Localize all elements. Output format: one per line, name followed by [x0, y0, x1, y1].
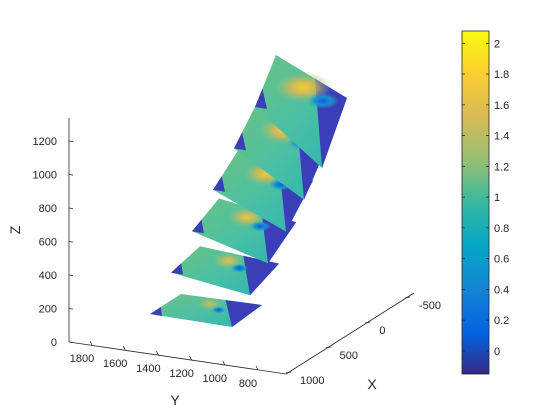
z-tick-label: 1200: [33, 136, 57, 148]
slice-trough: [230, 263, 249, 273]
z-tick-mark: [68, 274, 74, 276]
y-tick-mark: [255, 365, 259, 371]
x-tick-label: -500: [419, 300, 441, 312]
x-tick-mark: [325, 346, 331, 349]
colorbar-tick-label: 1: [494, 192, 500, 204]
z-tick-mark: [68, 241, 74, 243]
y-tick-label: 1200: [169, 368, 193, 380]
y-tick-label: 800: [239, 378, 257, 390]
z-tick-mark: [68, 308, 74, 310]
z-tick-label: 800: [39, 203, 57, 215]
x-tick-label: 1000: [300, 375, 324, 387]
x-tick-label: 500: [340, 350, 358, 362]
slice-1: [150, 294, 262, 327]
x-tick-mark: [365, 321, 371, 324]
slice-low-notch: [213, 176, 225, 192]
axes-3d: 0 200 400 600 800 1000 1200 1800 1600 1400 1200 10…: [7, 118, 441, 408]
colorbar: 0 0.2 0.4 0.6 0.8 1 1.2 1.4 1.6 1.8 2: [461, 30, 509, 375]
slice-2: [171, 246, 279, 296]
x-axis-line: [285, 292, 415, 375]
slice-6: [255, 55, 347, 168]
slice-surfaces: [150, 55, 347, 327]
slice-low-notch: [255, 88, 267, 109]
y-tick-label: 1600: [103, 358, 127, 370]
y-ticks: 1800 1600 1400 1200 1000 800: [70, 340, 259, 390]
x-axis-label: X: [367, 376, 377, 392]
slice-low-notch: [234, 132, 246, 151]
colorbar-ticks: 0 0.2 0.4 0.6 0.8 1 1.2 1.4 1.6 1.8 2: [462, 38, 509, 358]
z-tick-mark: [68, 140, 74, 142]
y-tick-mark: [156, 350, 159, 356]
x-tick-mark: [285, 371, 292, 374]
y-tick-mark: [222, 360, 226, 366]
y-tick-label: 1000: [203, 373, 227, 385]
y-axis-line: [68, 341, 287, 375]
colorbar-tick-label: 1.4: [494, 131, 509, 143]
slice-trough: [211, 306, 226, 314]
z-tick-label: 600: [39, 237, 57, 249]
y-tick-mark: [122, 345, 126, 351]
z-tick-label: 400: [39, 270, 57, 282]
slice-low-notch: [150, 307, 162, 316]
slice-low-notch: [171, 263, 183, 275]
z-tick-mark: [68, 207, 74, 209]
colorbar-tick-label: 1.6: [494, 100, 509, 112]
y-tick-mark: [189, 355, 192, 361]
z-tick-mark: [68, 341, 74, 343]
slice-low-region: [243, 255, 279, 296]
slice-low-notch: [192, 219, 204, 234]
colorbar-tick-label: 1.2: [494, 161, 509, 173]
colorbar-tick-label: 0.4: [494, 284, 509, 296]
y-tick-mark: [89, 340, 93, 346]
colorbar-tick-label: 1.8: [494, 69, 509, 81]
colorbar-tick-label: 0.2: [494, 315, 509, 327]
colorbar-gradient: [461, 30, 490, 375]
y-tick-label: 1400: [136, 363, 160, 375]
y-axis-label: Y: [170, 392, 180, 408]
z-tick-label: 200: [39, 304, 57, 316]
slice-low-region: [225, 300, 262, 327]
z-tick-mark: [68, 174, 74, 176]
colorbar-tick-label: 0.6: [494, 254, 509, 266]
z-ticks: 0 200 400 600 800 1000 1200: [33, 136, 74, 349]
colorbar-tick-label: 0: [494, 346, 500, 358]
x-tick-label: 0: [379, 325, 385, 337]
x-ticks: -500 0 500 1000: [285, 296, 441, 387]
colorbar-tick-label: 0.8: [494, 223, 509, 235]
slice-trough: [307, 92, 339, 109]
slice-trough: [249, 221, 271, 232]
z-tick-label: 1000: [33, 170, 57, 182]
z-axis-label: Z: [7, 225, 23, 234]
y-tick-label: 1800: [70, 353, 94, 365]
x-tick-mark: [404, 296, 411, 299]
z-tick-label: 0: [51, 337, 57, 349]
colorbar-tick-label: 2: [494, 38, 500, 50]
